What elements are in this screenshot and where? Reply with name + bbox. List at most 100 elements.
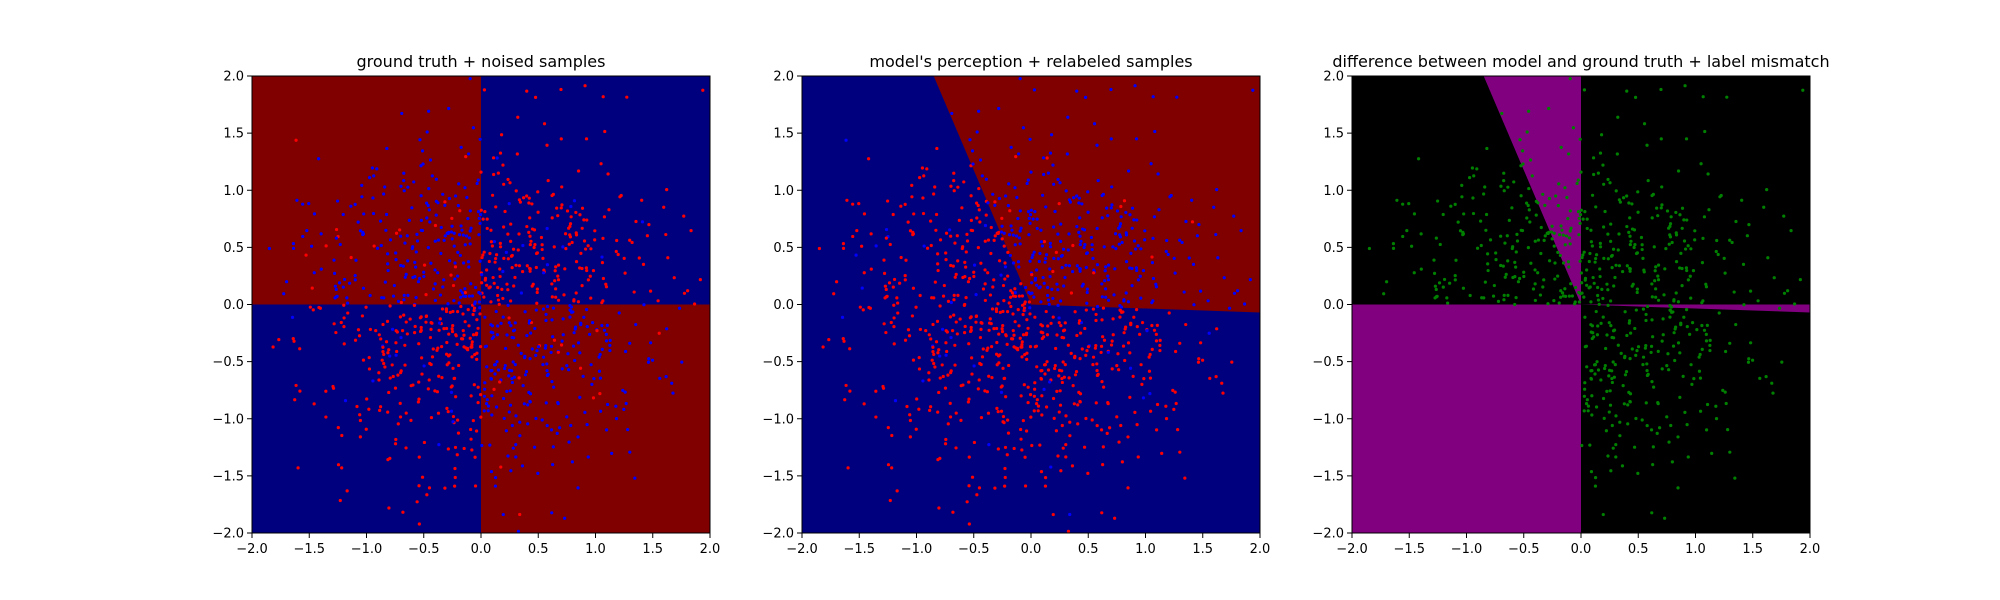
sample-point [884,227,889,232]
sample-point [1094,343,1098,348]
sample-point [1111,317,1115,321]
sample-point [511,360,515,364]
sample-point [291,246,296,251]
sample-point [346,301,350,305]
region-disagree-1 [1483,76,1581,305]
sample-point [586,455,590,459]
sample-point [377,333,381,337]
decision-regions [802,76,1260,533]
sample-point [1000,224,1004,228]
sample-point [1148,409,1153,413]
sample-point [942,283,946,288]
sample-point [307,202,311,206]
sample-point [580,266,584,271]
sample-point [1230,360,1234,364]
sample-point [983,268,987,272]
sample-point [1590,244,1594,248]
sample-point [478,137,482,141]
sample-point [600,323,604,328]
sample-point [399,263,403,268]
sample-point [419,325,423,330]
sample-point [1164,249,1168,254]
sample-point [1674,325,1678,329]
sample-point [938,354,942,358]
sample-point [701,88,705,92]
sample-point [527,196,531,200]
sample-point [607,208,611,212]
sample-point [1685,268,1689,273]
sample-point [1650,282,1654,286]
sample-point [1009,145,1013,149]
sample-point [466,260,471,264]
sample-point [927,371,931,375]
sample-point [689,229,693,233]
sample-point [1178,238,1182,242]
sample-point [1616,248,1620,252]
sample-point [427,208,431,212]
sample-point [1143,229,1147,233]
sample-point [467,265,471,269]
sample-point [1003,265,1008,269]
sample-point [1734,219,1738,224]
sample-point [1021,126,1025,130]
sample-point [922,244,926,248]
sample-point [1659,137,1663,141]
sample-point [997,332,1001,336]
sample-point [1649,428,1654,432]
sample-point [1567,265,1571,269]
sample-point [1436,199,1440,203]
sample-point [986,201,990,205]
sample-point [614,404,618,408]
sample-point [1438,242,1442,247]
y-tick-label: 0.0 [773,298,794,313]
sample-point [1625,264,1629,268]
sample-point [1242,302,1247,306]
sample-point [1578,259,1582,263]
sample-point [545,423,549,428]
sample-point [1214,232,1218,237]
sample-point [490,394,494,398]
sample-point [1168,195,1172,199]
sample-point [559,137,563,141]
sample-point [568,315,572,319]
sample-point [444,307,449,311]
sample-point [953,241,957,245]
x-tick-label: −1.5 [293,542,325,557]
sample-point [1641,256,1645,260]
sample-point [888,498,892,503]
sample-point [1013,186,1017,190]
sample-point [884,295,889,299]
sample-point [1124,325,1128,329]
sample-point [1085,290,1089,295]
sample-point [480,255,484,260]
sample-point [540,247,544,252]
sample-point [862,212,867,216]
sample-point [1614,263,1618,267]
sample-point [1703,129,1707,134]
sample-point [1548,259,1552,263]
sample-point [1002,244,1006,248]
sample-point [556,350,560,354]
sample-point [1015,195,1019,200]
sample-point [617,311,621,315]
sample-point [495,156,499,160]
sample-point [1074,369,1079,374]
sample-point [385,319,390,323]
sample-point [844,138,848,142]
sample-point [456,204,460,208]
sample-point [959,418,963,422]
sample-point [1646,372,1650,376]
sample-point [333,284,337,288]
sample-point [991,192,995,196]
sample-point [1599,321,1603,325]
sample-point [1556,250,1560,254]
sample-point [1057,316,1061,320]
sample-point [1685,423,1689,427]
sample-point [406,293,410,297]
sample-point [1063,321,1067,325]
sample-point [418,138,422,142]
sample-point [378,408,382,412]
sample-point [968,276,972,281]
sample-point [1468,293,1472,298]
sample-point [1062,284,1066,288]
